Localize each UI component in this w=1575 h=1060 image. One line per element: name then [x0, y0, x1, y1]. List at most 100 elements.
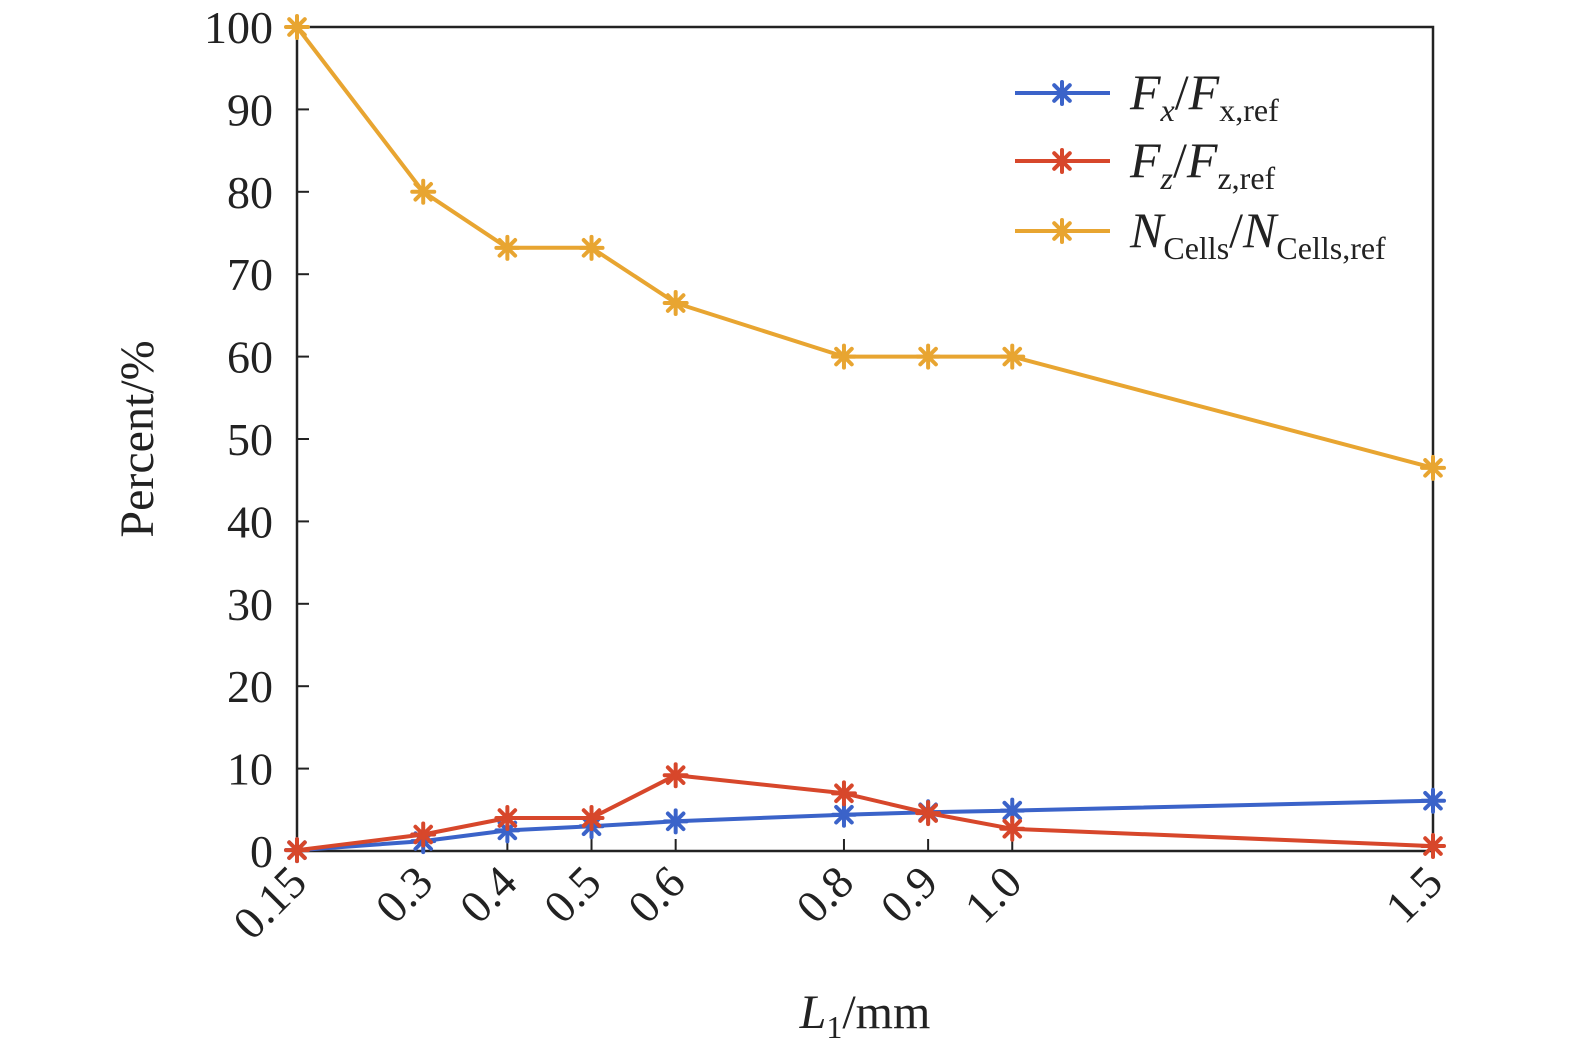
marker-stroke: [1423, 458, 1443, 478]
legend-label-part: F: [1129, 64, 1161, 120]
legend-item-1: Fx/Fx,ref: [1015, 64, 1279, 128]
x-tick-label: 0.6: [618, 856, 695, 933]
x-axis-label-subscript: 1: [826, 1009, 842, 1045]
marker-stroke: [1002, 800, 1023, 821]
data-point: [410, 821, 437, 848]
x-tick-label: 0.3: [366, 856, 443, 933]
x-tick-label: 1.5: [1375, 856, 1452, 933]
data-point: [1420, 833, 1446, 860]
marker-stroke: [834, 804, 854, 825]
legend-marker: [1049, 218, 1075, 244]
marker-stroke: [834, 783, 854, 804]
x-tick-label: 0.8: [786, 856, 863, 933]
data-point: [662, 808, 689, 835]
data-point: [830, 343, 857, 370]
x-axis-label-symbol: L: [799, 986, 827, 1039]
data-point: [662, 762, 689, 789]
data-point: [494, 234, 521, 261]
y-tick-label: 50: [227, 414, 273, 465]
legend-label-part: /: [1229, 202, 1243, 258]
legend-label-part: /: [1173, 132, 1187, 188]
data-point: [1420, 454, 1446, 481]
data-point: [284, 837, 310, 864]
data-point: [1420, 787, 1446, 814]
legend-label: NCells/NCells,ref: [1129, 202, 1386, 266]
legend-label-part: /: [1175, 64, 1189, 120]
legend-label-part: x,ref: [1219, 92, 1279, 128]
marker-stroke: [1002, 346, 1023, 367]
data-point: [662, 290, 689, 317]
y-tick-label: 60: [227, 332, 273, 383]
legend-label-part: F: [1188, 64, 1220, 120]
marker-stroke: [665, 765, 686, 785]
x-axis-label: L1/mm: [799, 986, 931, 1045]
marker-stroke: [665, 293, 686, 313]
data-point: [578, 234, 605, 261]
marker-stroke: [665, 811, 686, 832]
marker-stroke: [1002, 818, 1023, 839]
x-tick-label: 0.5: [534, 856, 611, 933]
marker-stroke: [918, 803, 938, 823]
x-tick-label: 0.15: [223, 856, 316, 949]
legend-label-part: N: [1242, 202, 1279, 258]
series-3: [284, 14, 1446, 481]
marker-stroke: [413, 182, 434, 202]
legend-label: Fz/Fz,ref: [1129, 132, 1276, 196]
plot-series: [284, 14, 1446, 864]
legend-label-part: x: [1160, 92, 1175, 128]
marker-stroke: [1423, 836, 1443, 856]
plot-frame: [295, 25, 1435, 853]
marker-stroke: [918, 346, 938, 367]
data-point: [410, 178, 437, 205]
y-axis-label: Percent/%: [111, 340, 164, 537]
legend-label-part: N: [1129, 202, 1166, 258]
legend-label-part: F: [1129, 132, 1161, 188]
x-tick-label: 1.0: [955, 856, 1032, 933]
y-tick-label: 20: [227, 661, 273, 712]
y-tick-label: 80: [227, 167, 273, 218]
legend-marker: [1049, 148, 1075, 174]
legend-item-3: NCells/NCells,ref: [1015, 202, 1386, 266]
legend-label: Fx/Fx,ref: [1129, 64, 1279, 128]
legend-label-part: z: [1160, 160, 1174, 196]
data-point: [494, 805, 521, 832]
data-point: [284, 14, 310, 40]
data-point: [830, 780, 857, 807]
y-tick-label: 10: [227, 744, 273, 795]
y-tick-label: 70: [227, 249, 273, 300]
marker-stroke: [1052, 83, 1072, 103]
legend-label-part: F: [1186, 132, 1218, 188]
marker-stroke: [287, 17, 307, 37]
y-axis: 0 10 20 30 40 50 60 70 80 90 100: [204, 2, 309, 877]
data-point: [999, 343, 1026, 370]
marker-stroke: [834, 346, 854, 367]
data-point: [915, 800, 942, 827]
marker-stroke: [1052, 151, 1072, 171]
data-point: [830, 801, 857, 828]
legend-label-part: Cells: [1163, 230, 1229, 266]
legend-item-2: Fz/Fz,ref: [1015, 132, 1276, 196]
marker-stroke: [497, 238, 518, 258]
y-tick-label: 40: [227, 496, 273, 547]
marker-stroke: [581, 808, 602, 828]
data-point: [578, 805, 605, 832]
x-tick-label: 0.9: [870, 856, 947, 933]
legend-label-part: Cells,ref: [1276, 230, 1386, 266]
y-tick-label: 100: [204, 2, 273, 53]
marker-stroke: [581, 238, 602, 258]
y-tick-label: 0: [250, 826, 273, 877]
data-point: [999, 815, 1026, 842]
marker-stroke: [1423, 790, 1443, 811]
data-point: [915, 343, 942, 370]
x-axis-label-unit: /mm: [842, 986, 930, 1039]
marker-stroke: [1052, 221, 1072, 241]
legend-marker: [1049, 80, 1075, 106]
legend-label-part: z,ref: [1217, 160, 1275, 196]
x-tick-label: 0.4: [450, 856, 527, 933]
marker-stroke: [497, 808, 518, 828]
series-2: [284, 762, 1446, 864]
y-tick-label: 30: [227, 579, 273, 630]
